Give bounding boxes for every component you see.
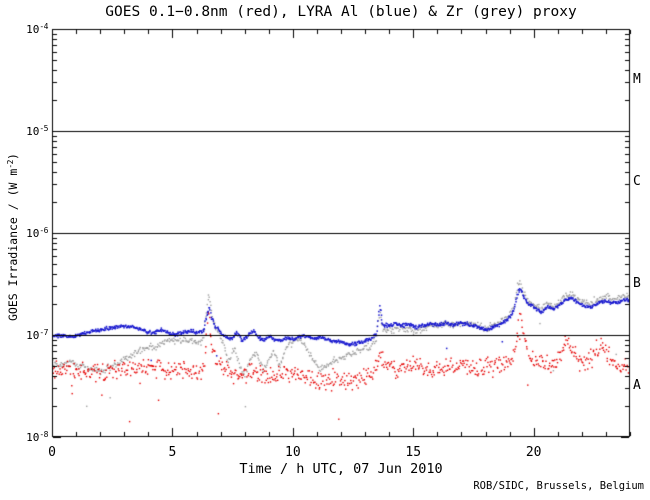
x-tick-label: 15 (405, 445, 422, 460)
credit-text: ROB/SIDC, Brussels, Belgium (473, 480, 644, 492)
y-tick-label: 10-6 (26, 226, 48, 240)
x-tick-label: 5 (168, 445, 177, 460)
flare-class-label: A (633, 378, 641, 393)
y-tick-label: 10-7 (26, 328, 48, 342)
x-tick-label: 10 (285, 445, 301, 460)
y-tick-label: 10-5 (26, 124, 48, 138)
x-tick-label: 20 (525, 445, 542, 460)
x-axis-label: Time / h UTC, 07 Jun 2010 (239, 461, 443, 477)
x-tick-label: 0 (48, 445, 56, 460)
flare-class-label: C (633, 174, 641, 189)
y-tick-label: 10-8 (26, 430, 48, 444)
flare-class-label: B (633, 276, 641, 291)
y-tick-label: 10-4 (26, 22, 48, 36)
flare-class-label: M (633, 72, 641, 87)
chart-title: GOES 0.1−0.8nm (red), LYRA Al (blue) & Z… (105, 4, 577, 20)
